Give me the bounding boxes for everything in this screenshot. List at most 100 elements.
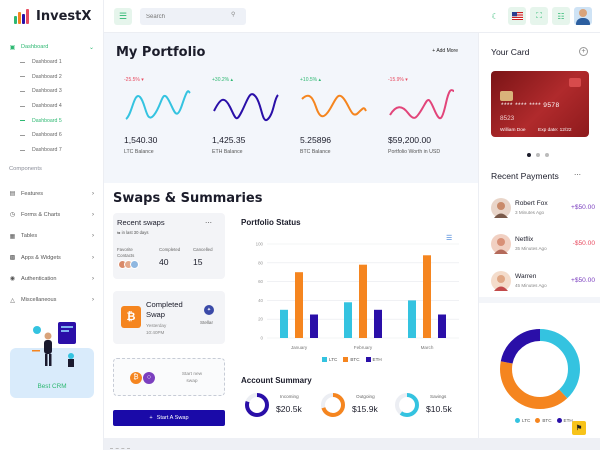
sidebar-subitem-label: Dashboard 4 [32,103,62,110]
account-label: Incoming [280,394,299,399]
payment-row[interactable]: Netflix 35 Minutes Ago -$50.00 [491,234,595,258]
sidebar-subitem-label: Dashboard 7 [32,147,62,154]
sidebar-subitem-dashboard-1[interactable]: Dashboard 1 [0,55,104,70]
apps-icon: ▩ [9,255,16,262]
coin-change: -25.5% ▾ [124,77,144,83]
theme-toggle-button[interactable]: ☾ [486,7,504,25]
bar-eth[interactable] [374,309,382,338]
crm-promo-card[interactable]: Best CRM [10,322,94,398]
add-card-icon[interactable]: + [579,47,588,56]
coin-card-ltc[interactable]: -25.5% ▾ 1,540.30 LTC Balance [124,77,212,155]
payment-row[interactable]: Robert Fox 3 Minutes Ago +$50.00 [491,198,595,222]
carousel-dot[interactable] [545,153,549,157]
sidebar-subitem-dashboard-4[interactable]: Dashboard 4 [0,99,104,114]
y-tick-label: 100 [256,242,264,247]
fullscreen-button[interactable]: ⛶ [530,7,548,25]
sidebar-subitem-dashboard-5[interactable]: Dashboard 5 [0,113,104,128]
payment-row[interactable]: Warren 45 Minutes Ago +$50.00 [491,271,595,295]
account-savings: Savings $10.5k [394,390,464,420]
coin-card-portfolio-worth[interactable]: -15.9% ▾ $59,200.00 Portfolio Worth in U… [388,77,476,155]
new-swap-dropzone[interactable]: ₿ ○ Start new swap [113,358,225,396]
sidebar-item-authentication[interactable]: ◉ Authentication › [0,268,104,289]
stellar-label: Stellar [200,320,214,325]
chart-menu-icon[interactable]: ☰ [446,235,453,242]
sidebar-subitem-dashboard-2[interactable]: Dashboard 2 [0,69,104,84]
carousel-dot[interactable] [527,153,531,157]
chevron-right-icon: › [92,297,94,304]
sidebar-item-label: Dashboard [21,44,49,51]
bar-ltc[interactable] [344,302,352,338]
favorite-contacts-avatars[interactable] [118,260,139,269]
title-line: Swap [146,310,165,319]
sidebar-item-features[interactable]: ▤ Features › [0,183,104,204]
account-outgoing: Outgoing $15.9k [320,390,390,420]
completed-swap-card[interactable]: ₿ Completed Swap Yesterday 10:40PM ✦ Ste… [113,291,225,344]
sidebar-item-apps-widgets[interactable]: ▩ Apps & Widgets › [0,247,104,268]
new-swap-text: Start new swap [176,371,208,385]
button-label: Start A Swap [156,415,189,421]
bar-ltc[interactable] [408,300,416,338]
sidebar-subitem-dashboard-6[interactable]: Dashboard 6 [0,128,104,143]
brand-logo[interactable]: InvestX [14,8,91,24]
bar-eth[interactable] [438,314,446,339]
language-button[interactable] [508,7,526,25]
sidebar-item-forms-charts[interactable]: ◷ Forms & Charts › [0,204,104,225]
start-swap-button[interactable]: + Start A Swap [113,410,225,426]
more-options-icon[interactable]: ⋯ [574,172,581,179]
donut-legend: LTC BTC ETH [515,418,573,423]
search-icon[interactable]: ⚲ [231,12,236,18]
sidebar-item-tables[interactable]: ▦ Tables › [0,226,104,247]
favorite-label-line: Contacts [117,252,135,258]
ring-progress [321,393,345,417]
chevron-right-icon: › [92,254,94,261]
holdings-donut-chart [500,329,580,409]
outgoing-ring [321,393,345,417]
coin-card-btc[interactable]: +10.5% ▴ 5.25896 BTC Balance [300,77,388,155]
coin-icon: ○ [143,372,155,384]
sidebar-section-label: Components [9,166,42,172]
help-button[interactable]: ⚑ [572,421,586,435]
user-avatar[interactable] [574,7,592,25]
credit-card[interactable]: **** **** **** 9578 8523 William Doe Exp… [491,71,589,137]
sidebar-subitem-dashboard-7[interactable]: Dashboard 7 [0,143,104,158]
chevron-right-icon: › [92,211,94,218]
logo-icon [14,8,30,24]
legend-item-eth[interactable]: ETH [365,357,382,362]
bar-eth[interactable] [310,314,318,339]
sidebar-item-label: Apps & Widgets [21,254,61,261]
more-options-icon[interactable]: ⋯ [205,220,212,227]
sidebar-item-dashboard[interactable]: ▣ Dashboard ⌄ [0,40,104,55]
bar-btc[interactable] [295,272,303,338]
portfolio-section: My Portfolio + Add More -25.5% ▾ 1,540.3… [104,33,478,183]
bar-ltc[interactable] [280,309,288,338]
sidebar: InvestX ▣ Dashboard ⌄ Dashboard 1 Dashbo… [0,0,104,450]
footer-strip [104,438,600,450]
time-line: Yesterday [146,323,167,328]
worth-sparkline [389,89,455,119]
donut-slice-eth[interactable] [500,329,580,409]
legend-item-eth[interactable]: ETH [556,418,573,423]
legend-item-btc[interactable]: BTC [535,418,552,423]
legend-item-btc[interactable]: BTC [343,357,360,362]
avatar[interactable] [130,260,139,269]
payment-name: Robert Fox [515,200,548,207]
search-input[interactable] [140,8,246,25]
bar-btc[interactable] [423,255,431,338]
menu-toggle-button[interactable]: ☰ [114,8,132,25]
coin-card-eth[interactable]: +30.2% ▴ 1,425.35 ETH Balance [212,77,300,155]
legend-item-ltc[interactable]: LTC [322,357,337,362]
donut-slice-btc[interactable] [500,329,580,409]
plus-icon: + [149,415,153,421]
account-label: Outgoing [356,394,375,399]
sidebar-subitem-dashboard-3[interactable]: Dashboard 3 [0,84,104,99]
legend-label: ETH [563,418,573,423]
sidebar-item-label: Tables [21,233,38,240]
legend-item-ltc[interactable]: LTC [515,418,530,423]
sidebar-item-miscellaneous[interactable]: △ Miscellaneous › [0,289,104,310]
payment-time: 45 Minutes Ago [515,283,547,288]
coin-value: 1,540.30 [124,135,158,145]
settings-button[interactable]: ☷ [552,7,570,25]
bar-btc[interactable] [359,264,367,338]
carousel-dot[interactable] [536,153,540,157]
add-more-link[interactable]: + Add More [432,48,458,54]
